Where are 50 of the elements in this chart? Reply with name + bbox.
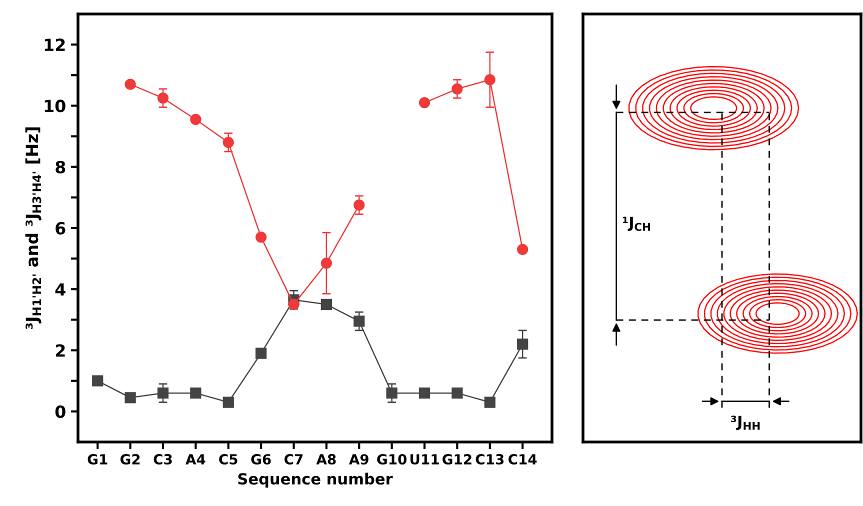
point xyxy=(418,97,430,108)
point xyxy=(452,388,463,399)
point xyxy=(190,114,202,126)
x-tick-label: C14 xyxy=(508,454,537,465)
point xyxy=(354,316,365,327)
point xyxy=(124,392,136,404)
point xyxy=(256,348,267,359)
text: ¹JCH xyxy=(622,216,650,232)
x-tick-label: G12 xyxy=(442,454,472,465)
y-tick-label: 10 xyxy=(44,100,66,112)
point xyxy=(386,388,398,399)
y-tick-label: 8 xyxy=(56,160,66,174)
x-tick-label: C3 xyxy=(154,454,172,465)
y-tick-label: 6 xyxy=(56,222,66,235)
point xyxy=(157,388,169,399)
y-tick-label: 4 xyxy=(55,283,66,296)
point xyxy=(124,78,136,90)
point xyxy=(418,388,430,399)
y-tick-label: 2 xyxy=(56,344,65,357)
x-tick-label: G6 xyxy=(251,454,271,465)
x-tick-label: G2 xyxy=(120,454,140,465)
x-tick-label: C7 xyxy=(284,454,303,465)
y-axis-title: ³JH1'H2' and ³JH3'H4' [Hz] xyxy=(25,127,42,329)
x-tick-label: A9 xyxy=(348,454,368,465)
y-tick-label: 12 xyxy=(44,38,65,51)
x-tick-label: A4 xyxy=(186,454,206,464)
x-tick-label: C5 xyxy=(219,454,238,465)
point xyxy=(484,396,496,408)
text: ³JHH xyxy=(731,416,760,430)
x-tick-label: U11 xyxy=(410,454,439,465)
point xyxy=(517,244,528,255)
x-tick-label: C13 xyxy=(476,454,504,465)
point xyxy=(320,258,332,269)
x-tick-label: A8 xyxy=(316,454,336,465)
point xyxy=(157,92,169,104)
point xyxy=(354,200,365,211)
point xyxy=(190,388,202,399)
point xyxy=(320,298,332,310)
x-tick-label: G10 xyxy=(377,454,407,465)
x-tick-label: G1 xyxy=(88,454,108,465)
point xyxy=(452,83,463,94)
point xyxy=(222,136,234,148)
point xyxy=(288,298,300,310)
point xyxy=(256,232,267,243)
point xyxy=(92,375,104,386)
y-tick-label: 0 xyxy=(55,405,66,418)
point xyxy=(484,74,496,86)
point xyxy=(517,338,528,350)
x-axis-title: Sequence number xyxy=(238,472,393,488)
point xyxy=(222,396,234,408)
